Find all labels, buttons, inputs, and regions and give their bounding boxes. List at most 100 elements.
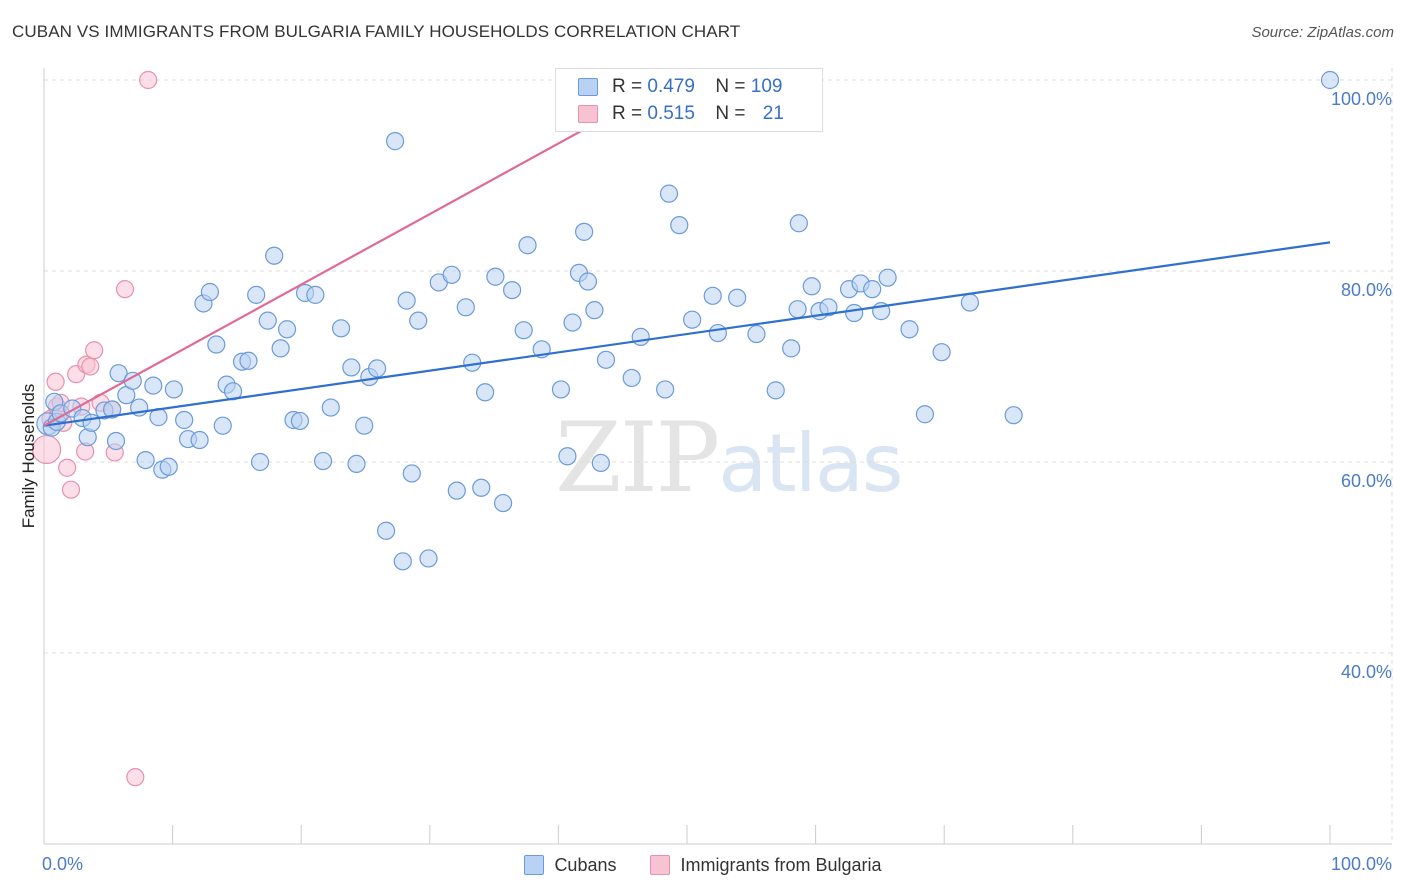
cuban-point (551, 380, 571, 399)
cuban-point (819, 298, 838, 317)
legend-item-bulgaria[interactable]: Immigrants from Bulgaria (650, 854, 882, 876)
cuban-point (136, 450, 155, 470)
y-tick-label: 100.0% (1331, 89, 1392, 109)
cuban-point (355, 416, 374, 435)
cuban-point (622, 368, 641, 388)
grid-layer (44, 68, 1393, 844)
cuban-point (659, 184, 679, 203)
cuban-point (250, 452, 270, 472)
cuban-point (789, 214, 808, 233)
cubans-trend-line (43, 241, 1331, 427)
legend-item-cubans[interactable]: Cubans (524, 855, 616, 876)
cuban-point (708, 323, 727, 343)
cuban-point (103, 400, 122, 419)
bulgaria-point (126, 768, 145, 787)
watermark-atlas: atlas (718, 417, 903, 510)
bulgaria-n-value: 21 (762, 103, 784, 124)
cubans-swatch (578, 78, 598, 96)
cuban-point (960, 293, 980, 312)
cuban-point (703, 286, 722, 305)
cuban-point (683, 310, 702, 329)
cuban-points (36, 70, 1340, 571)
cuban-point (782, 339, 801, 358)
cuban-point (207, 335, 226, 354)
cuban-point (472, 478, 491, 497)
bulgaria-point (85, 341, 104, 360)
bulgaria-r-value: 0.515 (647, 103, 695, 124)
cuban-point (494, 493, 513, 513)
watermark: ZIPatlas (555, 402, 904, 514)
cuban-point (164, 380, 183, 399)
cuban-point (656, 380, 675, 399)
cuban-point (342, 358, 361, 377)
bulgaria-point (81, 357, 100, 376)
cuban-point (766, 381, 785, 400)
cuban-point (486, 267, 505, 286)
r-label: R = (612, 76, 643, 97)
cuban-point (159, 457, 178, 476)
cubans-legend-swatch (524, 855, 545, 875)
cuban-point (306, 285, 325, 304)
cuban-point (175, 410, 194, 430)
bulgaria-point (31, 434, 62, 465)
bulgaria-point (46, 372, 65, 391)
cuban-point (915, 405, 935, 424)
cuban-point (578, 272, 598, 291)
cuban-point (213, 416, 232, 435)
cuban-point (144, 376, 163, 395)
bulgaria-point (58, 458, 77, 477)
cuban-point (247, 285, 266, 304)
cuban-point (514, 321, 533, 340)
cuban-point (558, 447, 577, 466)
cuban-point (271, 339, 290, 358)
cuban-point (385, 132, 405, 151)
cuban-point (321, 398, 340, 417)
cuban-point (845, 303, 864, 323)
cuban-point (596, 350, 616, 369)
n-label: N = (715, 103, 746, 124)
y-tick-label: 40.0% (1341, 662, 1392, 682)
bulgaria-point (61, 480, 81, 499)
cuban-point (1320, 70, 1340, 90)
cuban-point (277, 320, 297, 339)
trend-layer (43, 79, 1331, 427)
cuban-point (475, 383, 495, 402)
x-tick-label-min: 0.0% (42, 854, 83, 874)
bulgaria-legend-label: Immigrants from Bulgaria (680, 854, 882, 875)
cubans-n-value: 109 (750, 76, 783, 97)
cuban-point (802, 277, 821, 296)
cuban-point (503, 281, 522, 300)
cuban-point (393, 552, 412, 571)
cubans-legend-label: Cubans (554, 854, 617, 875)
cuban-point (518, 236, 537, 255)
cuban-point (670, 216, 689, 235)
cuban-point (265, 246, 284, 265)
x-tick-label-max: 100.0% (1331, 854, 1392, 874)
cuban-point (631, 327, 650, 346)
cuban-point (419, 549, 438, 568)
cuban-point (397, 291, 416, 310)
bulgaria-swatch (578, 105, 598, 123)
cuban-point (402, 464, 421, 483)
bulgaria-point (139, 70, 158, 90)
cuban-point (409, 311, 428, 330)
axis-layer (43, 68, 1392, 845)
cuban-point (190, 430, 209, 450)
cuban-point (331, 319, 351, 338)
stats-legend: R = 0.479 N = 109 R = 0.515 N = 21 (555, 68, 823, 132)
series-legend: Cubans Immigrants from Bulgaria (0, 852, 1406, 878)
n-label: N = (715, 76, 746, 97)
bulgaria-point (115, 280, 135, 299)
cuban-point (258, 311, 277, 330)
cuban-point (747, 324, 766, 344)
cubans-r-value: 0.479 (647, 76, 695, 97)
cuban-point (1004, 406, 1023, 425)
cuban-point (313, 451, 333, 471)
cuban-point (290, 411, 310, 431)
r-label: R = (612, 103, 643, 124)
cuban-point (728, 288, 747, 307)
cuban-point (376, 521, 396, 540)
stats-legend-row-cubans: R = 0.479 N = 109 (578, 74, 782, 100)
cuban-point (447, 481, 466, 500)
y-tick-label: 60.0% (1341, 471, 1392, 491)
